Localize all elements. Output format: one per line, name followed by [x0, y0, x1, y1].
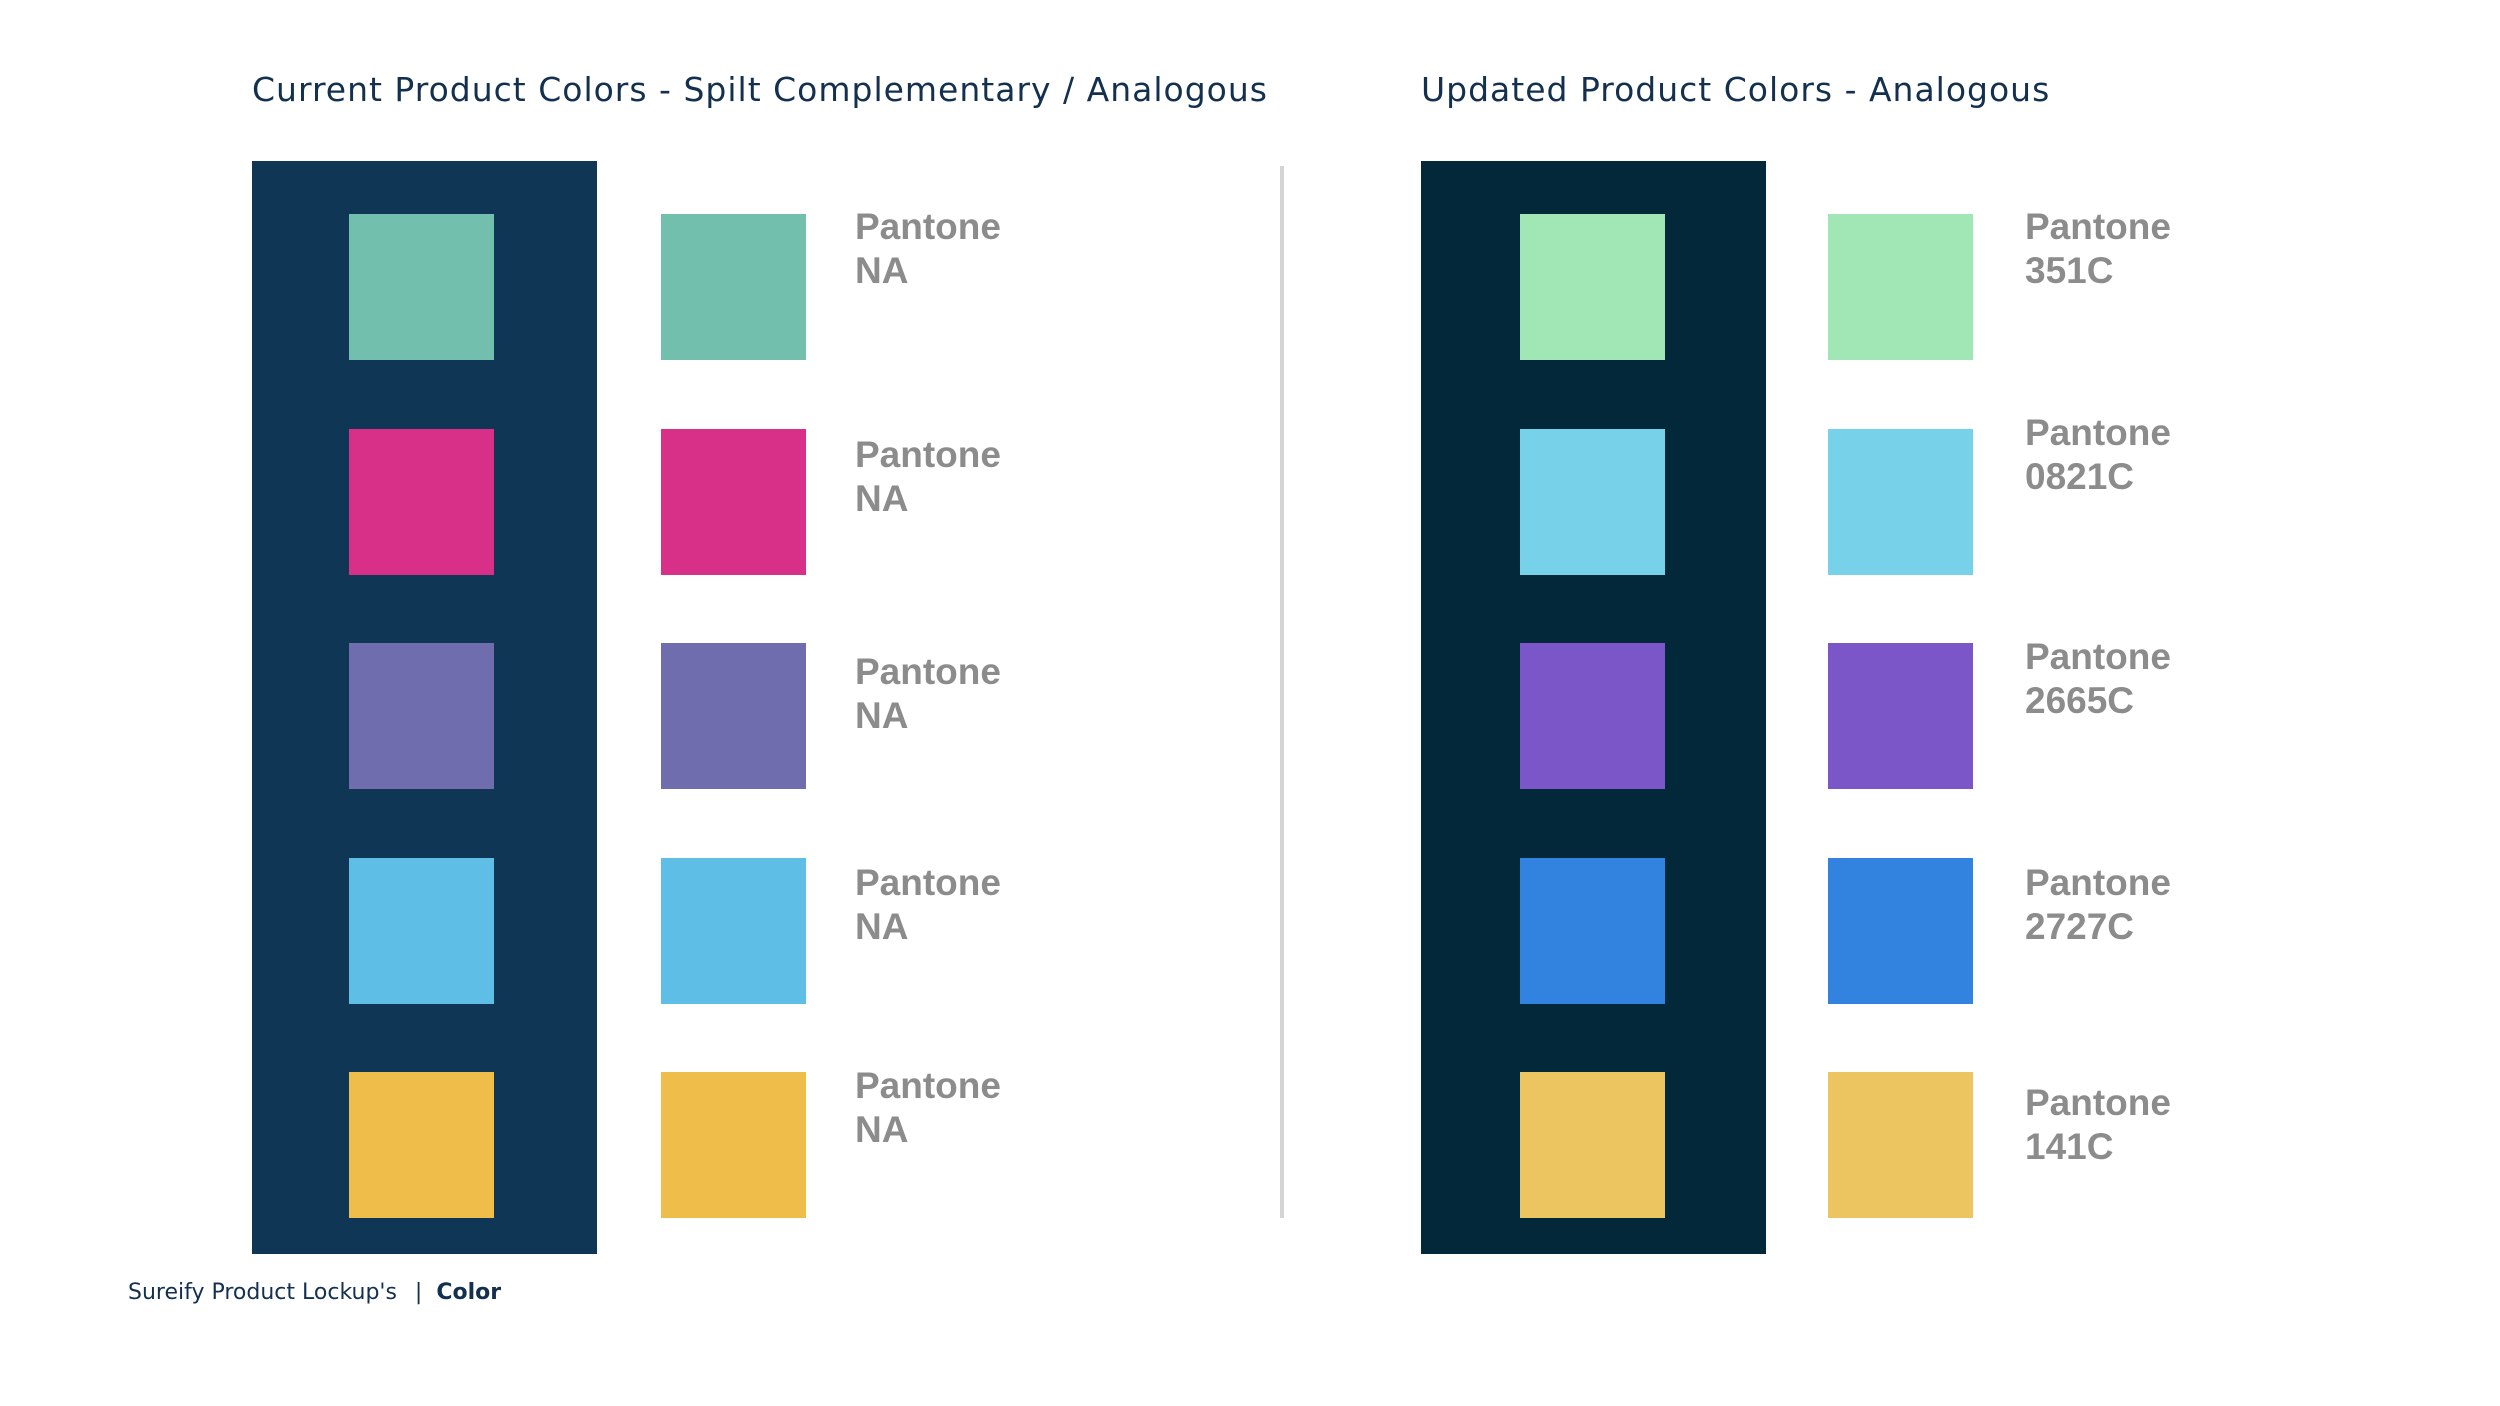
updated-dark-swatch-3: [1520, 643, 1665, 789]
pantone-line2: NA: [855, 906, 909, 947]
section-divider: [1280, 166, 1284, 1218]
pantone-line1: Pantone: [855, 434, 1001, 475]
updated-pantone-label-5: Pantone 141C: [2025, 1081, 2171, 1169]
current-pantone-label-3: Pantone NA: [855, 650, 1001, 738]
updated-colors-title: Updated Product Colors - Analogous: [1421, 70, 2051, 109]
pantone-line2: NA: [855, 478, 909, 519]
current-dark-swatch-1: [349, 214, 494, 360]
current-light-swatch-1: [661, 214, 806, 360]
updated-pantone-label-3: Pantone 2665C: [2025, 635, 2171, 723]
pantone-line1: Pantone: [2025, 412, 2171, 453]
current-pantone-label-1: Pantone NA: [855, 205, 1001, 293]
updated-pantone-label-1: Pantone 351C: [2025, 205, 2171, 293]
current-pantone-label-5: Pantone NA: [855, 1064, 1001, 1152]
updated-pantone-label-4: Pantone 2727C: [2025, 861, 2171, 949]
current-dark-swatch-3: [349, 643, 494, 789]
current-light-swatch-4: [661, 858, 806, 1004]
updated-dark-swatch-1: [1520, 214, 1665, 360]
pantone-line1: Pantone: [2025, 636, 2171, 677]
footer-section: Color: [436, 1280, 502, 1305]
pantone-line2: NA: [855, 1109, 909, 1150]
footer: Sureify Product Lockup's | Color: [128, 1280, 501, 1305]
current-dark-swatch-2: [349, 429, 494, 575]
current-light-swatch-5: [661, 1072, 806, 1218]
updated-light-swatch-4: [1828, 858, 1973, 1004]
pantone-line1: Pantone: [2025, 1082, 2171, 1123]
pantone-line2: 351C: [2025, 250, 2114, 291]
pantone-line2: 141C: [2025, 1126, 2114, 1167]
updated-dark-swatch-2: [1520, 429, 1665, 575]
pantone-line1: Pantone: [2025, 206, 2171, 247]
updated-light-swatch-3: [1828, 643, 1973, 789]
current-pantone-label-2: Pantone NA: [855, 433, 1001, 521]
current-colors-title: Current Product Colors - Spilt Complemen…: [252, 70, 1268, 109]
updated-pantone-label-2: Pantone 0821C: [2025, 411, 2171, 499]
current-pantone-label-4: Pantone NA: [855, 861, 1001, 949]
pantone-line2: 2665C: [2025, 680, 2135, 721]
pantone-line1: Pantone: [855, 651, 1001, 692]
updated-dark-swatch-4: [1520, 858, 1665, 1004]
pantone-line1: Pantone: [855, 206, 1001, 247]
current-dark-swatch-4: [349, 858, 494, 1004]
footer-separator: |: [414, 1280, 423, 1305]
updated-dark-swatch-5: [1520, 1072, 1665, 1218]
updated-light-swatch-1: [1828, 214, 1973, 360]
pantone-line1: Pantone: [855, 862, 1001, 903]
current-light-swatch-2: [661, 429, 806, 575]
pantone-line2: NA: [855, 695, 909, 736]
pantone-line2: 2727C: [2025, 906, 2135, 947]
footer-product: Sureify Product Lockup's: [128, 1280, 397, 1305]
pantone-line1: Pantone: [855, 1065, 1001, 1106]
current-light-swatch-3: [661, 643, 806, 789]
updated-light-swatch-2: [1828, 429, 1973, 575]
updated-light-swatch-5: [1828, 1072, 1973, 1218]
pantone-line2: 0821C: [2025, 456, 2135, 497]
pantone-line1: Pantone: [2025, 862, 2171, 903]
pantone-line2: NA: [855, 250, 909, 291]
current-dark-swatch-5: [349, 1072, 494, 1218]
